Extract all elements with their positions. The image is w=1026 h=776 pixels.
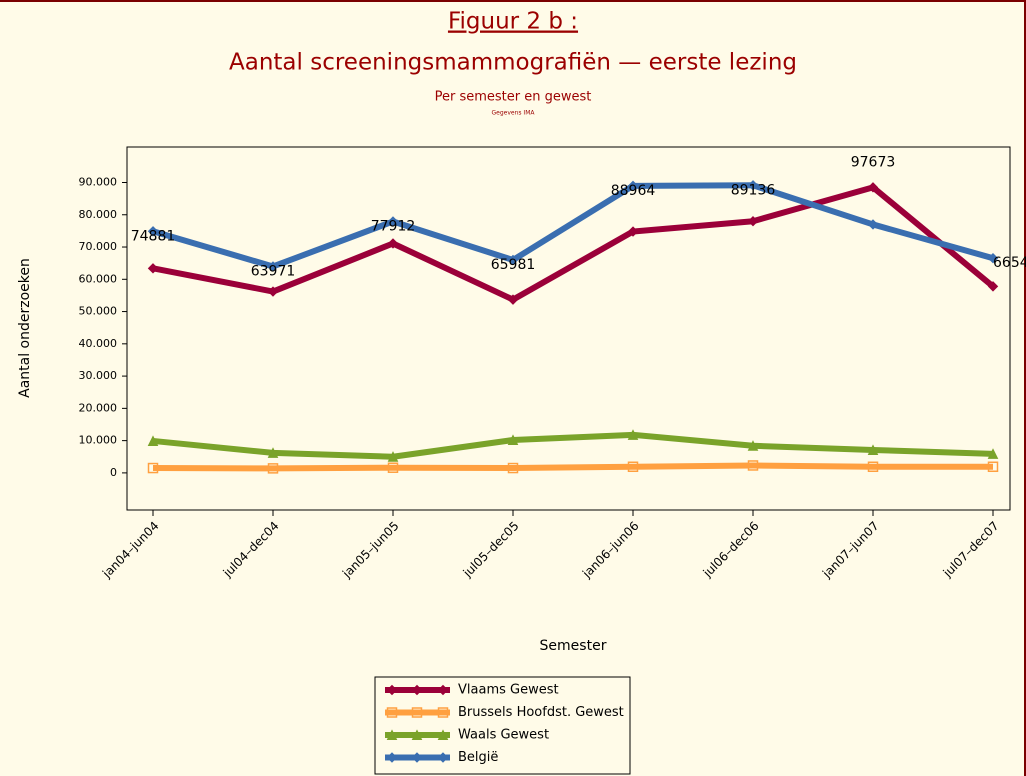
data-point [867,219,879,230]
legend-marker [437,707,449,718]
y-tick-label: 60.000 [79,272,118,285]
series-line [152,184,995,303]
data-point [987,461,999,473]
data-point [147,435,159,446]
y-tick-label: 0 [110,466,117,479]
legend-marker [386,729,398,740]
data-point [987,252,999,264]
plot-frame [126,146,1011,511]
legend-label: Vlaams Gewest [458,683,559,698]
legend-label: Waals Gewest [458,728,549,743]
data-point [507,462,519,474]
y-tick-label: 10.000 [79,434,118,447]
point-label: 89136 [731,182,776,198]
legend-marker [437,729,449,740]
point-label: 65981 [491,257,536,273]
data-point [267,261,279,272]
data-point [387,462,399,473]
legend-marker [437,684,449,696]
data-point [747,440,759,451]
data-point [507,254,519,266]
data-point [147,226,159,237]
legend-marker [411,707,423,718]
data-point [987,281,999,292]
data-point [387,238,399,249]
legend-marker [437,752,449,763]
data-point [747,460,759,471]
data-point [147,263,159,274]
data-point [747,216,759,227]
chart-subtitle2: Per semester en gewest [435,90,592,105]
data-point [627,180,639,192]
chart-title: Figuur 2 b : [448,9,578,35]
legend-marker [411,729,423,740]
data-point [267,286,279,297]
data-point [867,461,879,473]
data-point [507,294,519,305]
data-point [867,444,879,455]
data-point [747,180,759,191]
data-point [627,226,639,237]
legend-marker [386,752,398,763]
x-axis-label: Semester [540,638,607,654]
data-point [267,463,279,474]
series-line [152,431,994,460]
data-point [867,182,879,193]
data-point [627,461,639,473]
data-point [627,429,639,440]
series-line [152,182,994,270]
point-label: 77912 [371,218,416,234]
y-axis-label: Aantal onderzoeken [17,258,33,398]
data-point [267,447,279,458]
legend-marker [386,684,398,696]
point-label: 66540 [993,255,1026,271]
point-label: 97673 [851,155,896,171]
data-point [147,462,159,474]
data-point [387,216,399,227]
legend-label: België [458,750,498,765]
y-tick-label: 70.000 [79,240,118,253]
y-tick-label: 30.000 [79,369,118,382]
series-line [152,462,993,472]
y-tick-label: 20.000 [79,401,118,414]
legend-marker [411,752,423,763]
source-note: Gegevens IMA [492,110,536,117]
point-label: 74881 [131,228,176,244]
point-label: 88964 [611,183,656,199]
data-point [387,451,399,462]
y-tick-label: 40.000 [79,337,118,350]
point-label: 63971 [251,263,296,279]
legend-marker [411,684,423,696]
y-tick-label: 50.000 [79,305,118,318]
legend-label: Brussels Hoofdst. Gewest [458,705,624,720]
chart-subtitle: Aantal screeningsmammografiën — eerste l… [229,50,797,76]
legend-marker [386,707,398,718]
y-tick-label: 90.000 [79,175,118,188]
data-point [507,434,519,445]
y-tick-label: 80.000 [79,208,118,221]
data-point [987,448,999,459]
